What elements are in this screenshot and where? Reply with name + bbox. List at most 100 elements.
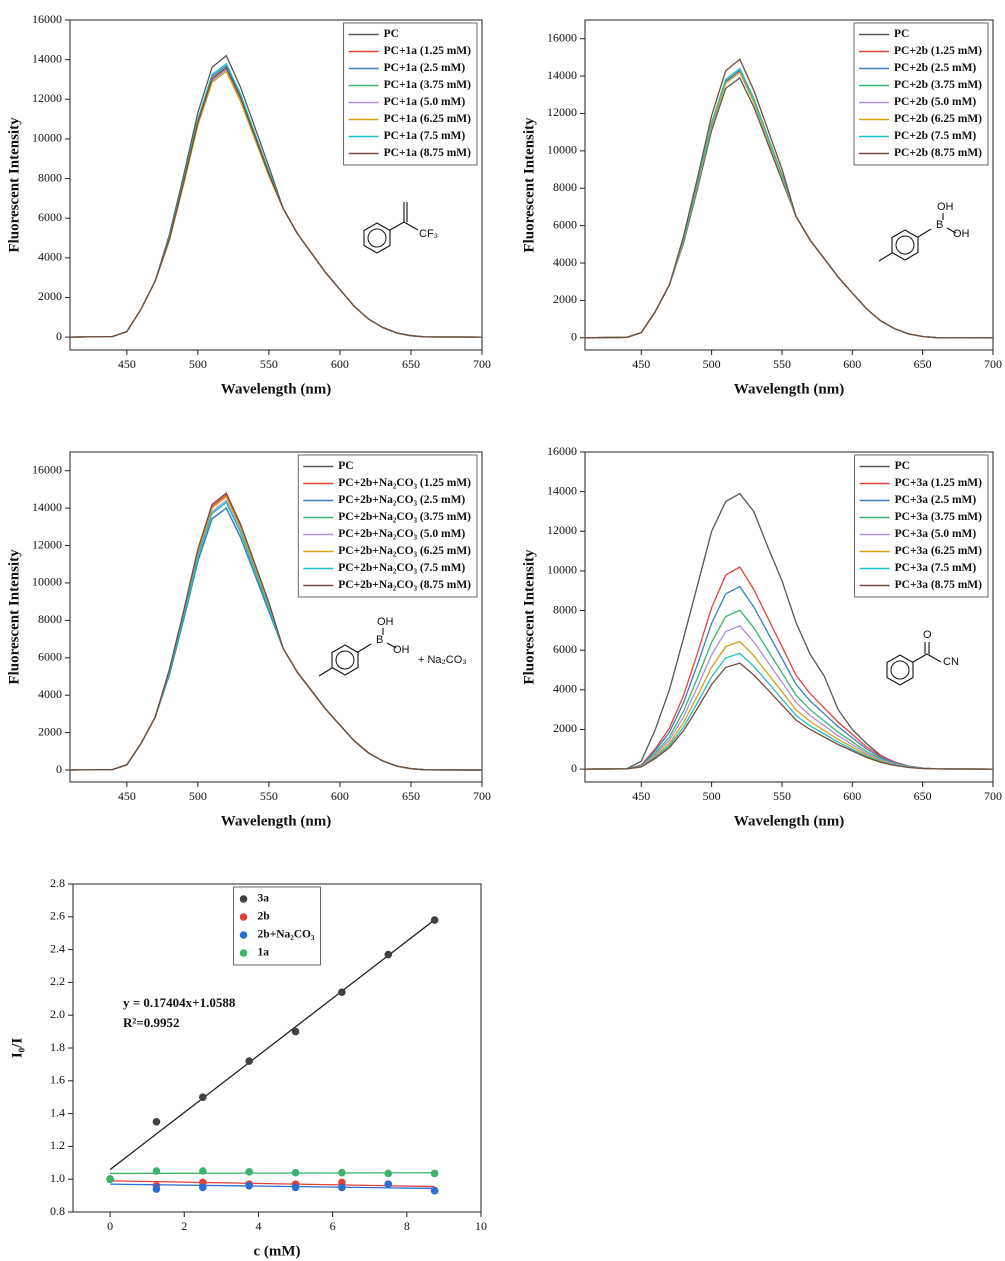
y-axis-title: I₀/I xyxy=(9,1038,25,1059)
legend-label: PC+1a (3.75 mM) xyxy=(384,79,472,91)
y-tick-label: 10000 xyxy=(32,575,62,589)
chart-panel: 0 2000 4000 6000 8000 10000 12000 14000 16000 450… xyxy=(6,12,491,398)
legend-label: PC+2b (3.75 mM) xyxy=(894,79,982,91)
y-tick-label: 0 xyxy=(56,329,62,343)
bond xyxy=(917,228,932,238)
y-tick-label: 12000 xyxy=(32,91,62,105)
x-tick-label: 650 xyxy=(914,789,932,803)
x-tick-label: 550 xyxy=(773,789,791,803)
x-tick-label: 4 xyxy=(255,1219,261,1233)
y-tick-label: 0.8 xyxy=(50,1204,65,1218)
bond xyxy=(912,653,942,663)
y-tick-label: 6000 xyxy=(553,642,577,656)
legend: PC PC+2b+Na₂CO₃ (1.25 mM) PC+2b+Na₂CO₃ (2.… xyxy=(297,454,478,598)
y-tick-label: 14000 xyxy=(547,483,577,497)
x-tick-label: 700 xyxy=(984,357,1002,371)
data-point xyxy=(430,916,439,924)
x-tick-label: 550 xyxy=(260,357,278,371)
legend-label: PC+1a (5.0 mM) xyxy=(384,96,466,108)
structure: OH B OH + Na₂CO₃ xyxy=(318,616,467,677)
legend-label: PC+2b+Na₂CO₃ (6.25 mM) xyxy=(338,545,471,557)
legend-box xyxy=(297,454,478,598)
fit-line xyxy=(110,1180,435,1188)
aromatic-circle xyxy=(335,650,355,670)
chart-panel: 0 2000 4000 6000 8000 10000 12000 14000 16000 450… xyxy=(6,451,491,829)
data-point xyxy=(291,1183,300,1192)
data-point xyxy=(152,1167,161,1175)
spectrum-line xyxy=(584,662,994,770)
x-tick-label: 6 xyxy=(330,1219,336,1233)
x-tick-label: 600 xyxy=(331,789,349,803)
y-tick-label: 10000 xyxy=(32,131,62,145)
data-point xyxy=(245,1168,253,1176)
x-tick-label: 8 xyxy=(404,1219,410,1233)
y-tick-label: 2.6 xyxy=(50,909,65,923)
spectrum-line xyxy=(69,492,483,771)
y-tick-label: 14000 xyxy=(32,51,62,65)
legend-label: PC+2b+Na₂CO₃ (8.75 mM) xyxy=(338,579,471,591)
data-point xyxy=(106,1175,114,1183)
y-tick-label: 2000 xyxy=(553,292,577,306)
y-tick-label: 1.0 xyxy=(50,1171,65,1185)
legend-label: PC+3a (1.25 mM) xyxy=(895,477,983,489)
x-tick-label: 2 xyxy=(181,1219,187,1233)
structure-label: OH xyxy=(377,616,394,628)
structure-label: OH xyxy=(937,201,954,213)
y-tick-label: 0 xyxy=(56,762,62,776)
y-tick-label: 8000 xyxy=(38,612,62,626)
y-tick-label: 14000 xyxy=(32,500,62,514)
benzene-ring xyxy=(363,222,391,254)
legend-label: PC xyxy=(338,460,353,472)
y-tick-label: 14000 xyxy=(547,68,577,82)
legend-label: PC+1a (8.75 mM) xyxy=(384,147,472,159)
x-axis-title: Wavelength (nm) xyxy=(221,813,331,829)
y-tick-label: 10000 xyxy=(547,563,577,577)
bond xyxy=(357,643,372,653)
legend-marker xyxy=(239,895,248,903)
aromatic-circle xyxy=(367,228,387,248)
aromatic-circle xyxy=(890,660,910,680)
x-tick-label: 650 xyxy=(402,357,420,371)
x-axis-title: Wavelength (nm) xyxy=(734,813,844,829)
data-point xyxy=(291,1027,300,1036)
structure: CF₃ xyxy=(363,202,438,254)
legend-label: PC+2b+Na₂CO₃ (2.5 mM) xyxy=(338,494,465,506)
y-tick-label: 16000 xyxy=(32,462,62,476)
y-tick-label: 12000 xyxy=(32,537,62,551)
equation-label: R²=0.9952 xyxy=(123,1015,179,1030)
legend-label: PC+3a (5.0 mM) xyxy=(895,528,977,540)
x-tick-label: 600 xyxy=(843,357,861,371)
legend-label: PC xyxy=(384,28,399,40)
structure-label: OH xyxy=(393,644,410,656)
structure: OH B OH xyxy=(878,201,970,262)
fit-line xyxy=(110,1183,435,1190)
legend-marker xyxy=(239,913,248,921)
x-tick-label: 600 xyxy=(843,789,861,803)
spectrum-line xyxy=(584,625,994,770)
fit-line xyxy=(109,919,436,1171)
y-tick-label: 0 xyxy=(571,761,577,775)
x-tick-label: 500 xyxy=(703,357,721,371)
legend-label: PC+2b+Na₂CO₃ (3.75 mM) xyxy=(338,511,471,523)
y-axis-title: Fluorescent Intensity xyxy=(521,549,537,685)
y-tick-label: 4000 xyxy=(553,255,577,269)
bond xyxy=(386,642,397,649)
y-tick-label: 12000 xyxy=(547,523,577,537)
chart-panel: 0.8 1.0 1.2 1.4 1.6 1.8 2.0 2.2 2.4 2.6 2.8 0 2 4 6 8 10… xyxy=(9,876,487,1260)
x-tick-label: 500 xyxy=(189,789,207,803)
benzene-ring xyxy=(886,654,914,686)
y-tick-label: 1.4 xyxy=(50,1105,65,1119)
legend-label: PC+1a (6.25 mM) xyxy=(384,113,472,125)
spectrum-line xyxy=(584,585,994,770)
legend: PC PC+1a (1.25 mM) PC+1a (2.5 mM) PC+1a (3.… xyxy=(343,22,478,166)
structure-label: + Na₂CO₃ xyxy=(418,654,467,666)
legend-label: PC+3a (7.5 mM) xyxy=(895,562,977,574)
legend-label: PC+2b+Na₂CO₃ (7.5 mM) xyxy=(338,562,465,574)
data-point xyxy=(384,1180,393,1188)
data-point xyxy=(430,1169,439,1178)
structure-label: OH xyxy=(953,228,970,240)
y-tick-label: 1.2 xyxy=(50,1138,65,1152)
legend-label: PC+3a (3.75 mM) xyxy=(895,511,983,523)
y-axis-title: Fluorescent Intensity xyxy=(6,549,22,685)
